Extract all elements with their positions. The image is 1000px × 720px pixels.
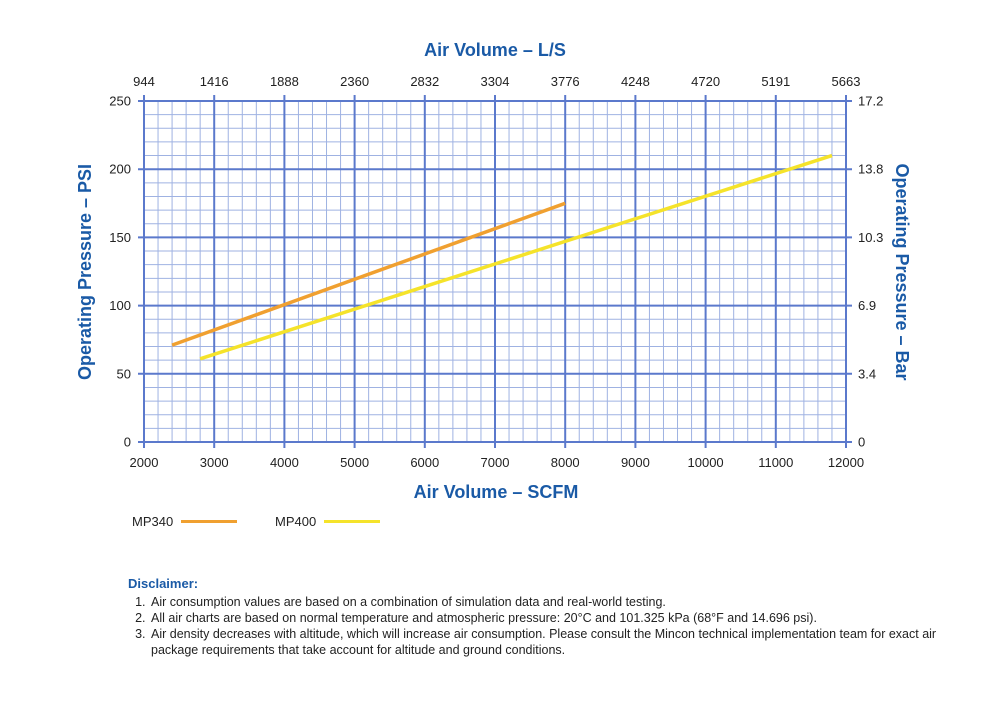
x-top-tick-label: 5663 (832, 74, 861, 89)
y-right-tick-label: 17.2 (858, 94, 883, 109)
disclaimer-list: Air consumption values are based on a co… (128, 594, 948, 658)
legend-swatch-mp340 (181, 520, 238, 523)
x-tick-label: 12000 (828, 455, 864, 470)
legend-item-mp400: MP400 (275, 514, 381, 529)
x-top-tick-label: 3776 (551, 74, 580, 89)
x-top-tick-label: 2832 (410, 74, 439, 89)
x-top-tick-label: 5191 (761, 74, 790, 89)
series-line-mp400 (199, 153, 833, 361)
y-right-tick-label: 3.4 (858, 366, 876, 381)
y-tick-label: 100 (109, 298, 131, 313)
y-tick-label: 200 (109, 162, 131, 177)
series-lines (171, 153, 833, 361)
x-top-tick-label: 3304 (481, 74, 510, 89)
x-top-tick-label: 1888 (270, 74, 299, 89)
right-axis-title: Operating Pressure – Bar (892, 163, 912, 380)
x-top-tick-label: 944 (133, 74, 155, 89)
x-tick-label: 2000 (130, 455, 159, 470)
top-axis-title: Air Volume – L/S (424, 40, 566, 60)
y-right-tick-label: 13.8 (858, 162, 883, 177)
y-right-tick-label: 0 (858, 435, 865, 450)
x-tick-label: 4000 (270, 455, 299, 470)
y-tick-label: 150 (109, 230, 131, 245)
x-tick-label: 7000 (481, 455, 510, 470)
disclaimer-title: Disclaimer: (128, 576, 199, 591)
disclaimer: Disclaimer: Air consumption values are b… (128, 576, 948, 658)
x-top-tick-label: 2360 (340, 74, 369, 89)
left-axis-title: Operating Pressure – PSI (75, 164, 95, 380)
y-right-tick-label: 6.9 (858, 298, 876, 313)
x-tick-label: 10000 (688, 455, 724, 470)
y-tick-label: 0 (124, 435, 131, 450)
series-line-mp340 (171, 201, 566, 347)
x-tick-label: 9000 (621, 455, 650, 470)
tick-labels: 2000 3000 4000 5000 6000 7000 8000 9000 10000 110… (109, 74, 883, 470)
chart: 2000 3000 4000 5000 6000 7000 8000 9000 10000 110… (75, 40, 912, 502)
disclaimer-item: Air consumption values are based on a co… (149, 594, 948, 610)
x-tick-label: 3000 (200, 455, 229, 470)
major-gridlines (138, 95, 852, 448)
x-tick-label: 6000 (410, 455, 439, 470)
x-tick-label: 11000 (758, 455, 793, 470)
disclaimer-item: All air charts are based on normal tempe… (149, 610, 948, 626)
x-top-tick-label: 4248 (621, 74, 650, 89)
legend-label-mp400: MP400 (275, 514, 317, 529)
y-tick-label: 50 (117, 366, 131, 381)
legend-swatch-mp400 (324, 520, 381, 523)
x-tick-label: 8000 (551, 455, 580, 470)
x-top-tick-label: 4720 (691, 74, 720, 89)
disclaimer-item: Air density decreases with altitude, whi… (149, 626, 948, 658)
legend-label-mp340: MP340 (132, 514, 174, 529)
x-top-tick-label: 1416 (200, 74, 229, 89)
y-tick-label: 250 (109, 94, 131, 109)
bottom-axis-title: Air Volume – SCFM (414, 482, 579, 502)
x-tick-label: 5000 (340, 455, 369, 470)
legend-item-mp340: MP340 (132, 514, 238, 529)
y-right-tick-label: 10.3 (858, 230, 883, 245)
